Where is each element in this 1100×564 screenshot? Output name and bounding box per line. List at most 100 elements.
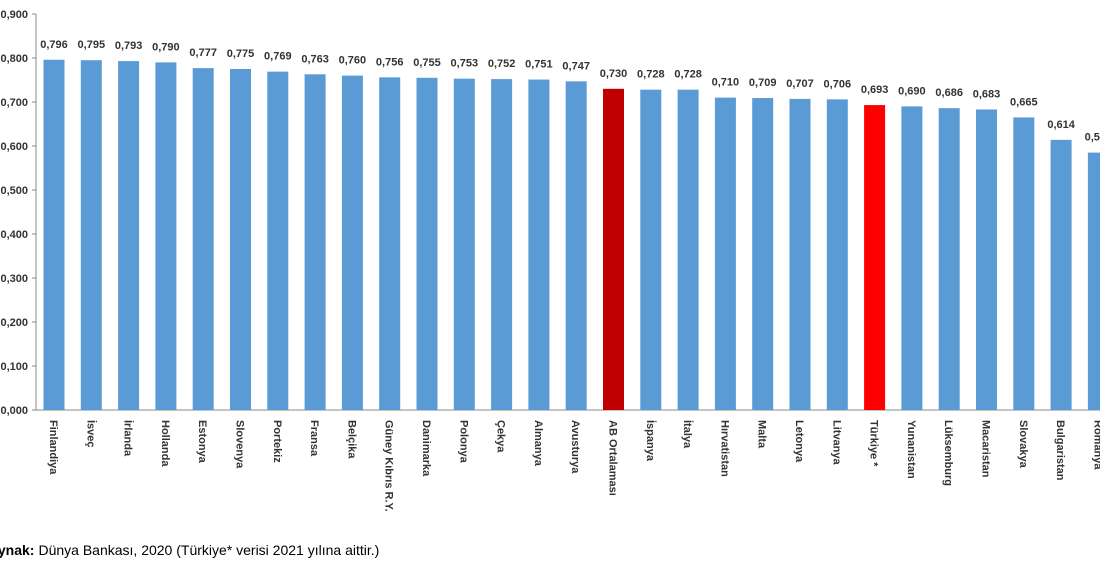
value-label: 0,585	[1085, 132, 1100, 144]
bar	[304, 74, 326, 410]
value-label: 0,730	[600, 68, 628, 80]
value-label: 0,752	[488, 58, 516, 70]
value-label: 0,790	[152, 41, 180, 53]
value-label: 0,769	[264, 51, 292, 63]
value-label: 0,707	[786, 78, 814, 90]
bar	[789, 98, 811, 411]
x-tick-label: Fransa	[308, 420, 320, 457]
value-label: 0,795	[78, 39, 106, 51]
bar	[528, 79, 550, 410]
value-label: 0,756	[376, 56, 404, 68]
bar	[453, 78, 475, 411]
x-tick-label: Polonya	[457, 420, 469, 464]
x-tick-label: İsveç	[84, 420, 97, 448]
bar	[864, 105, 886, 410]
value-label: 0,755	[413, 57, 441, 69]
x-tick-label: Malta	[756, 420, 768, 449]
x-tick-label: Romanya	[1091, 420, 1100, 470]
bar	[192, 68, 214, 411]
x-tick-label: İspanya	[644, 420, 657, 462]
y-tick-label: 0,100	[0, 361, 28, 373]
x-tick-label: Hırvatistan	[718, 420, 730, 477]
value-label: 0,686	[935, 87, 963, 99]
x-tick-label: Danimarka	[420, 420, 432, 477]
y-tick-label: 0,300	[0, 273, 28, 285]
x-tick-label: Hollanda	[159, 420, 171, 467]
source: Kaynak:Dünya Bankası, 2020 (Türkiye* ver…	[0, 542, 379, 558]
bar	[826, 99, 848, 411]
x-tick-label: Estonya	[196, 420, 208, 464]
bar	[155, 62, 177, 411]
x-tick-label: İrlanda	[122, 420, 135, 457]
bar	[1087, 152, 1100, 410]
x-tick-label: Letonya	[793, 420, 805, 463]
bar	[80, 60, 102, 410]
y-tick-label: 0,900	[0, 9, 28, 21]
x-tick-label: AB Ortalaması	[607, 420, 619, 496]
x-tick-label: İtalya	[681, 420, 694, 449]
x-tick-label: Güney Kıbrıs R.Y.	[383, 420, 395, 512]
bar	[379, 77, 401, 411]
value-label: 0,706	[824, 78, 852, 90]
bar	[714, 97, 736, 410]
y-tick-label: 0,400	[0, 229, 28, 241]
x-tick-label: Macaristan	[980, 420, 992, 478]
value-label: 0,760	[339, 55, 367, 67]
x-tick-label: Türkiye *	[868, 420, 880, 467]
x-tick-label: Lüksemburg	[942, 420, 954, 486]
value-label: 0,747	[562, 60, 590, 72]
bar	[43, 59, 65, 410]
value-label: 0,775	[227, 48, 255, 60]
bar	[230, 69, 251, 410]
bar	[416, 77, 438, 411]
source-label: Kaynak:	[0, 542, 34, 558]
x-tick-label: Litvanya	[830, 420, 842, 466]
value-label: 0,728	[674, 69, 702, 81]
bar	[118, 61, 140, 411]
value-label: 0,614	[1047, 119, 1075, 131]
y-tick-label: 0,700	[0, 97, 28, 109]
bar	[491, 79, 513, 411]
bar	[341, 75, 363, 410]
value-label: 0,683	[973, 88, 1001, 100]
x-tick-label: Finlandiya	[47, 420, 59, 475]
value-label: 0,710	[712, 77, 740, 89]
bar	[603, 88, 624, 411]
value-label: 0,777	[189, 47, 217, 59]
y-tick-label: 0,600	[0, 141, 28, 153]
bar	[1050, 139, 1072, 410]
value-label: 0,763	[301, 53, 329, 65]
bar	[1013, 117, 1035, 411]
value-label: 0,693	[861, 84, 889, 96]
bar	[976, 109, 997, 410]
x-tick-label: Bulgaristan	[1054, 420, 1066, 481]
bar	[938, 108, 960, 410]
x-tick-label: Belçika	[345, 420, 357, 459]
bar	[640, 89, 662, 411]
x-tick-label: Slovenya	[234, 420, 246, 469]
value-label: 0,753	[451, 58, 479, 70]
bar	[752, 98, 774, 410]
value-label: 0,796	[40, 39, 68, 51]
bar	[565, 81, 587, 410]
value-label: 0,793	[115, 40, 143, 52]
bar	[677, 89, 699, 411]
value-label: 0,665	[1010, 96, 1038, 108]
value-label: 0,709	[749, 77, 777, 89]
source-text: Dünya Bankası, 2020 (Türkiye* verisi 202…	[38, 542, 379, 558]
x-tick-label: Çekya	[495, 420, 507, 453]
y-tick-label: 0,500	[0, 185, 28, 197]
x-tick-label: Yunanistan	[905, 420, 917, 479]
x-tick-label: Almanya	[532, 420, 544, 467]
x-tick-label: Avusturya	[569, 420, 581, 474]
value-label: 0,728	[637, 69, 665, 81]
value-label: 0,751	[525, 59, 553, 71]
bar	[267, 71, 289, 410]
bar	[901, 106, 923, 411]
x-tick-label: Portekiz	[271, 420, 283, 463]
y-tick-label: 0,800	[0, 53, 28, 65]
y-tick-label: 0,000	[0, 405, 28, 417]
value-label: 0,690	[898, 85, 926, 97]
y-tick-label: 0,200	[0, 317, 28, 329]
